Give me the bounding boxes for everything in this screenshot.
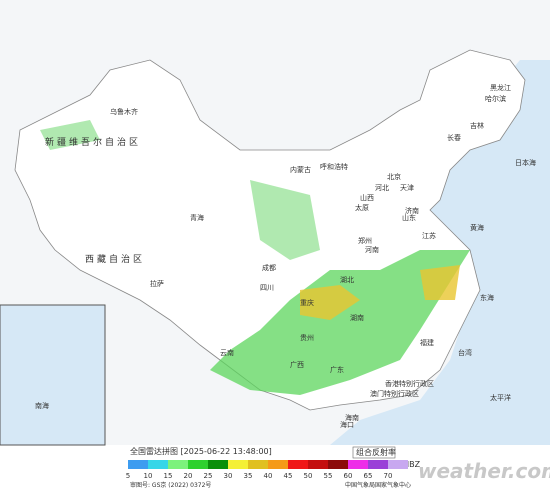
legend-label: 60 [344,472,353,480]
place-label: 云南 [220,348,234,357]
legend-label: 10 [144,472,153,480]
place-label: 贵州 [300,333,314,342]
place-label: 四川 [260,284,274,292]
legend-swatch [148,460,168,469]
legend-label: 35 [244,472,253,480]
place-label: 海口 [340,420,354,429]
unit: dBZ [404,460,421,469]
place-label: 江苏 [422,231,436,240]
place-label: 内蒙古 [290,165,311,174]
sea [330,60,550,445]
legend-label: 25 [204,472,213,480]
legend-swatch [328,460,348,469]
legend-label: 30 [224,472,233,480]
legend-swatch [348,460,368,469]
place-label: 重庆 [300,298,314,307]
place-label: 拉萨 [150,279,164,288]
legend-swatch [288,460,308,469]
legend-label: 70 [384,472,393,480]
legend-label: 15 [164,472,173,480]
place-label: 青海 [190,213,204,222]
legend-swatch [188,460,208,469]
place-label: 湖南 [350,313,364,322]
place-label: 郑州 [358,237,372,245]
place-label: 西藏自治区 [85,253,145,265]
legend-swatch [168,460,188,469]
legend-swatch [308,460,328,469]
place-label: 北京 [387,172,401,181]
place-label: 黄海 [470,223,484,232]
legend-swatch [388,460,408,469]
legend-label: 65 [364,472,373,480]
place-label: 山东 [402,213,416,222]
legend-swatch [268,460,288,469]
place-label: 哈尔滨 [485,94,506,103]
place-label: 南海 [35,401,49,410]
legend-label: 50 [304,472,313,480]
place-label: 香港特别行政区 [385,379,434,388]
place-label: 山西 [360,193,374,202]
place-label: 长春 [447,133,461,142]
place-label: 东海 [480,293,494,302]
product: 组合反射率 [356,447,396,457]
legend-swatch [128,460,148,469]
place-label: 河北 [375,184,389,192]
place-label: 广东 [330,365,344,374]
place-label: 济南 [405,206,419,215]
place-label: 福建 [420,338,434,347]
place-label: 天津 [400,184,414,192]
legend-label: 55 [324,472,333,480]
place-label: 吉林 [470,121,484,130]
place-label: 海南 [345,413,359,422]
place-label: 乌鲁木齐 [110,107,138,116]
place-label: 河南 [365,245,379,254]
agency: 中国气象局国家气象中心 [345,481,411,489]
legend-label: 40 [264,472,273,480]
legend-swatch [368,460,388,469]
legend-swatch [228,460,248,469]
place-label: 澳门特别行政区 [370,389,419,398]
place-label: 黑龙江 [490,83,511,92]
review-no: 审图号: GS京 (2022) 0372号 [130,481,211,489]
place-label: 太平洋 [490,393,511,402]
south-sea-inset [0,304,106,446]
place-label: 台湾 [458,348,472,357]
radar-echo [210,250,470,395]
legend-label: 5 [126,472,130,480]
legend-label: 45 [284,472,293,480]
legend-swatch [248,460,268,469]
place-label: 广西 [290,360,304,369]
place-label: 湖北 [340,275,354,284]
place-label: 呼和浩特 [320,162,348,171]
product-box [352,446,396,459]
legend-swatch [208,460,228,469]
place-label: 成都 [262,263,276,272]
legend-title: 全国雷达拼图 [2025-06-22 13:48:00] [130,446,272,456]
place-label: 太原 [355,203,369,212]
radar-echo [300,265,460,320]
place-label: 日本海 [515,158,536,167]
place-label: 新疆维吾尔自治区 [45,136,141,148]
radar-echo [40,120,320,260]
watermark: weather.com.cn [418,459,550,483]
legend-label: 20 [184,472,193,480]
